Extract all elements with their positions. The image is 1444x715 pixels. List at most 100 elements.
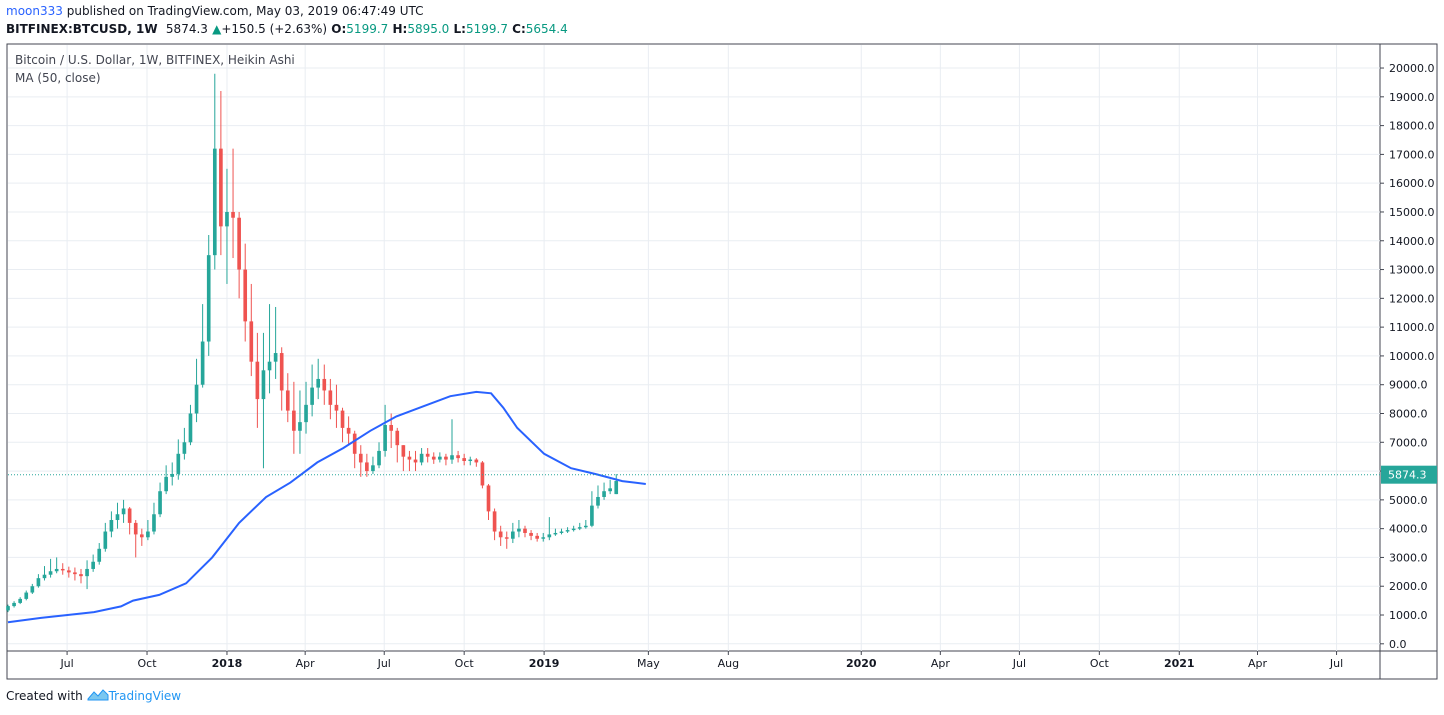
candle-body[interactable] bbox=[79, 574, 83, 577]
candle-body[interactable] bbox=[146, 531, 150, 538]
candle-body[interactable] bbox=[389, 425, 394, 431]
candle-body[interactable] bbox=[504, 537, 509, 539]
candle-body[interactable] bbox=[12, 602, 16, 607]
candle-body[interactable] bbox=[492, 511, 497, 532]
candle-body[interactable] bbox=[225, 211, 229, 227]
candle-body[interactable] bbox=[60, 568, 65, 571]
candle-body[interactable] bbox=[212, 148, 217, 256]
candle-body[interactable] bbox=[85, 568, 89, 577]
candle-body[interactable] bbox=[334, 404, 339, 411]
candle-body[interactable] bbox=[340, 410, 345, 428]
candle-body[interactable] bbox=[431, 456, 436, 460]
candle-body[interactable] bbox=[133, 522, 138, 535]
candle-body[interactable] bbox=[571, 528, 576, 531]
candle-body[interactable] bbox=[243, 269, 248, 322]
candle-body[interactable] bbox=[170, 473, 175, 477]
candle-body[interactable] bbox=[371, 465, 375, 472]
candle-body[interactable] bbox=[358, 453, 363, 463]
candle-body[interactable] bbox=[322, 378, 327, 391]
candle-body[interactable] bbox=[103, 531, 108, 549]
candle-body[interactable] bbox=[18, 598, 22, 603]
candle-body[interactable] bbox=[115, 514, 120, 521]
candle-body[interactable] bbox=[596, 496, 600, 506]
candle-body[interactable] bbox=[316, 378, 321, 388]
candle-body[interactable] bbox=[176, 453, 181, 474]
candle-body[interactable] bbox=[231, 211, 235, 218]
candle-body[interactable] bbox=[182, 442, 187, 454]
candle-body[interactable] bbox=[249, 321, 254, 362]
candle-body[interactable] bbox=[36, 578, 41, 587]
author-link[interactable]: moon333 bbox=[6, 4, 63, 18]
candle-body[interactable] bbox=[42, 574, 47, 579]
candle-body[interactable] bbox=[121, 508, 126, 515]
candle-body[interactable] bbox=[164, 476, 168, 492]
candle-body[interactable] bbox=[438, 456, 442, 460]
candle-body[interactable] bbox=[498, 531, 503, 538]
tradingview-brand[interactable]: TradingView bbox=[108, 689, 182, 703]
candle-body[interactable] bbox=[139, 534, 144, 538]
candle-body[interactable] bbox=[547, 534, 552, 538]
candle-body[interactable] bbox=[468, 459, 473, 461]
candle-body[interactable] bbox=[91, 561, 95, 569]
candle-body[interactable] bbox=[474, 459, 479, 463]
candle-body[interactable] bbox=[219, 148, 223, 227]
candle-body[interactable] bbox=[480, 462, 485, 486]
candle-body[interactable] bbox=[608, 488, 612, 492]
candle-body[interactable] bbox=[450, 455, 454, 460]
candle-body[interactable] bbox=[553, 532, 558, 535]
candle-body[interactable] bbox=[109, 520, 114, 532]
candle-body[interactable] bbox=[188, 413, 193, 443]
candle-body[interactable] bbox=[285, 390, 290, 411]
candle-body[interactable] bbox=[73, 572, 77, 575]
candle-body[interactable] bbox=[255, 361, 260, 400]
candle-body[interactable] bbox=[535, 535, 539, 539]
candle-body[interactable] bbox=[517, 528, 521, 532]
candle-body[interactable] bbox=[206, 255, 211, 342]
candle-body[interactable] bbox=[352, 433, 357, 454]
candle-body[interactable] bbox=[486, 485, 491, 512]
candle-body[interactable] bbox=[529, 532, 533, 536]
candle-body[interactable] bbox=[30, 586, 35, 593]
candle-body[interactable] bbox=[419, 453, 424, 463]
candle-body[interactable] bbox=[292, 410, 296, 431]
candle-body[interactable] bbox=[577, 527, 582, 529]
candle-body[interactable] bbox=[48, 571, 53, 575]
candle-body[interactable] bbox=[194, 384, 199, 414]
candle-body[interactable] bbox=[200, 341, 205, 385]
candle-body[interactable] bbox=[425, 453, 430, 457]
candle-body[interactable] bbox=[590, 505, 594, 526]
candle-body[interactable] bbox=[395, 430, 400, 446]
candle-body[interactable] bbox=[158, 491, 162, 515]
candle-body[interactable] bbox=[583, 525, 588, 528]
candle-body[interactable] bbox=[152, 514, 156, 532]
candle-body[interactable] bbox=[559, 531, 564, 533]
candle-body[interactable] bbox=[407, 456, 412, 460]
candle-body[interactable] bbox=[462, 458, 466, 461]
candle-body[interactable] bbox=[237, 217, 241, 270]
candle-body[interactable] bbox=[304, 404, 308, 423]
candle-body[interactable] bbox=[614, 481, 619, 495]
candle-body[interactable] bbox=[328, 390, 333, 405]
candle-body[interactable] bbox=[54, 568, 59, 572]
candle-body[interactable] bbox=[401, 445, 406, 457]
candle-body[interactable] bbox=[24, 592, 29, 599]
candle-body[interactable] bbox=[511, 531, 515, 539]
candle-body[interactable] bbox=[346, 427, 351, 434]
candle-body[interactable] bbox=[383, 425, 387, 451]
candle-body[interactable] bbox=[541, 537, 546, 539]
candle-body[interactable] bbox=[523, 528, 527, 533]
candle-body[interactable] bbox=[279, 353, 284, 391]
candle-body[interactable] bbox=[273, 353, 278, 362]
candle-body[interactable] bbox=[97, 548, 102, 562]
candle-body[interactable] bbox=[66, 570, 71, 573]
candle-body[interactable] bbox=[413, 459, 418, 463]
candle-body[interactable] bbox=[602, 491, 606, 497]
candle-body[interactable] bbox=[298, 422, 302, 431]
ma-line[interactable] bbox=[7, 390, 646, 624]
candle-body[interactable] bbox=[261, 370, 266, 400]
candle-body[interactable] bbox=[310, 387, 314, 405]
candle-body[interactable] bbox=[365, 462, 369, 472]
candle-body[interactable] bbox=[267, 361, 272, 371]
candle-body[interactable] bbox=[127, 508, 132, 523]
